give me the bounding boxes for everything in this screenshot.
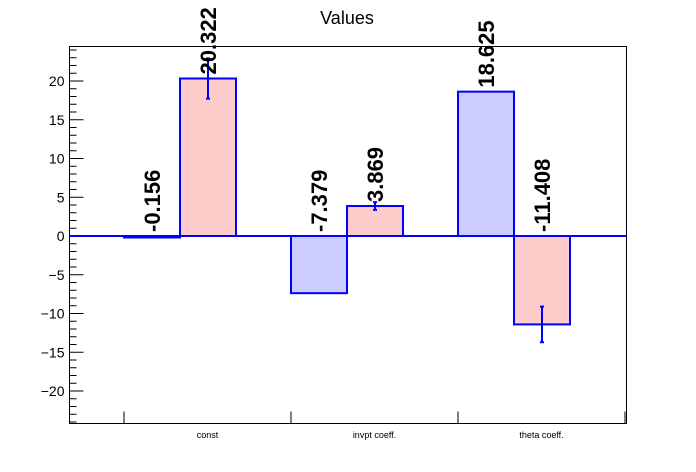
y-tick-label: 15 (49, 112, 65, 128)
y-tick-label: −20 (41, 383, 65, 399)
data-label: 3.869 (363, 147, 388, 202)
x-tick-label: invpt coeff. (353, 430, 396, 440)
data-label: -0.156 (140, 170, 165, 232)
data-label: 20.322 (196, 7, 221, 74)
y-tick-label: 20 (49, 73, 65, 89)
data-label: -7.379 (307, 170, 332, 232)
bars (69, 57, 627, 344)
y-tick-label: 10 (49, 151, 65, 167)
y-axis: −20 −15 −10 −5 0 5 10 15 20 (41, 49, 84, 423)
bar (290, 235, 348, 295)
bar (179, 77, 237, 237)
y-tick-label: −5 (49, 267, 65, 283)
y-tick-label: 5 (57, 189, 65, 205)
x-tick-label: theta coeff. (519, 430, 563, 440)
x-tick-label: const (197, 430, 219, 440)
value-labels: -0.156 -7.379 18.625 20.322 3.869 -11.408 (140, 7, 555, 232)
data-label: 18.625 (474, 20, 499, 87)
x-axis: const invpt coeff. theta coeff. (123, 411, 626, 440)
y-tick-label: −15 (41, 344, 65, 360)
bar (457, 90, 515, 237)
y-tick-label: −10 (41, 306, 65, 322)
chart-title: Values (320, 8, 374, 28)
y-tick-label: 0 (57, 228, 65, 244)
data-label: -11.408 (530, 159, 555, 232)
